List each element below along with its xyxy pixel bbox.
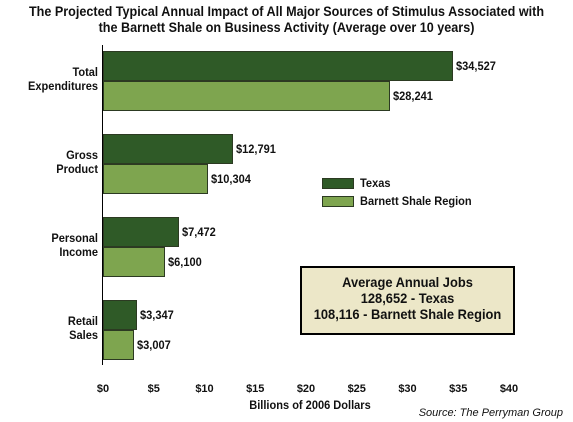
category-label: Personal Income — [8, 231, 98, 259]
data-label: $12,791 — [235, 142, 276, 156]
jobs-barnett: 108,116 - Barnett Shale Region — [313, 306, 502, 322]
category-label: Gross Product — [8, 148, 98, 176]
source-note: Source: The Perryman Group — [418, 407, 563, 419]
category-label-line: Product — [56, 162, 98, 176]
x-tick-label: $40 — [499, 383, 519, 395]
bar-barnett — [103, 164, 208, 194]
data-label: $7,472 — [181, 225, 216, 239]
legend-label-texas: Texas — [360, 176, 391, 190]
data-label: $34,527 — [456, 59, 497, 73]
jobs-info-box: Average Annual Jobs 128,652 - Texas 108,… — [300, 266, 515, 335]
legend-item-barnett: Barnett Shale Region — [322, 192, 481, 210]
chart-title-line-2: the Barnett Shale on Business Activity (… — [98, 19, 475, 35]
x-tick-label: $5 — [147, 383, 160, 395]
x-tick-label: $20 — [296, 383, 316, 395]
chart-title-line-1: The Projected Typical Annual Impact of A… — [28, 3, 545, 19]
bar-barnett — [103, 81, 390, 111]
y-axis-line — [102, 45, 103, 365]
bar-texas — [103, 300, 137, 330]
category-label-line: Expenditures — [28, 79, 98, 93]
x-tick-label: $15 — [246, 383, 265, 395]
chart-title: The Projected Typical Annual Impact of A… — [29, 3, 545, 35]
legend-label-barnett: Barnett Shale Region — [360, 194, 472, 208]
bar-barnett — [103, 330, 134, 360]
x-tick-label: $30 — [398, 383, 417, 395]
data-label: $6,100 — [167, 255, 202, 269]
bar-texas — [103, 51, 454, 81]
category-label-line: Sales — [69, 328, 98, 342]
bar-barnett — [103, 247, 165, 277]
x-tick-label: $35 — [449, 383, 468, 395]
legend: Texas Barnett Shale Region — [322, 174, 481, 210]
x-tick-label: $25 — [347, 383, 366, 395]
data-label: $3,347 — [139, 308, 174, 322]
data-label: $28,241 — [392, 89, 433, 103]
category-label-line: Gross — [66, 148, 98, 162]
bar-texas — [103, 217, 179, 247]
category-label: Total Expenditures — [8, 65, 98, 93]
category-label-line: Total — [72, 65, 98, 79]
jobs-texas: 128,652 - Texas — [360, 290, 455, 306]
legend-swatch-texas — [322, 177, 354, 189]
legend-item-texas: Texas — [322, 174, 481, 192]
data-label: $3,007 — [136, 338, 171, 352]
x-axis-label: Billions of 2006 Dollars — [249, 398, 371, 412]
x-tick-label: $10 — [195, 383, 214, 395]
data-label: $10,304 — [210, 172, 251, 186]
category-label-line: Retail — [67, 314, 98, 328]
jobs-box-title: Average Annual Jobs — [342, 274, 473, 290]
x-tick-label: $0 — [96, 383, 110, 395]
category-label: Retail Sales — [8, 314, 98, 342]
category-label-line: Personal — [51, 231, 98, 245]
legend-swatch-barnett — [322, 195, 354, 207]
category-label-line: Income — [59, 245, 98, 259]
bar-texas — [103, 134, 233, 164]
